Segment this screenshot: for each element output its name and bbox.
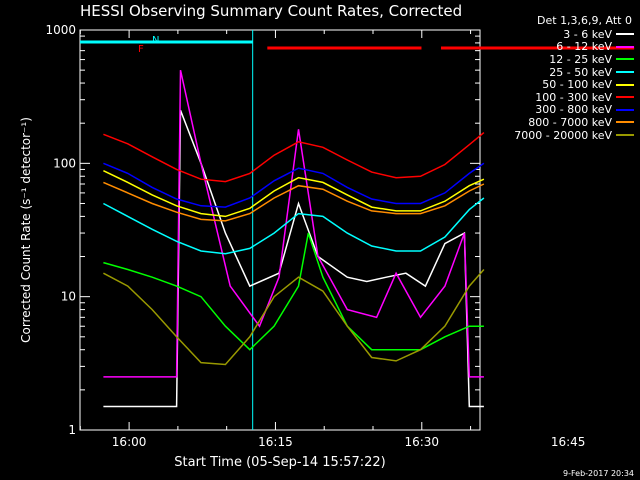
legend-item: 300 - 800 keV [474, 103, 634, 117]
legend-swatch [616, 108, 634, 111]
legend-item: 25 - 50 keV [474, 66, 634, 79]
legend-label: 25 - 50 keV [549, 65, 612, 79]
y-tick-label: 100 [53, 156, 76, 170]
y-tick-label: 1 [68, 423, 76, 437]
legend-item: 3 - 6 keV [474, 28, 634, 41]
legend-swatch [616, 121, 634, 124]
flare-annotation: F [138, 44, 144, 55]
series-line-6 [103, 162, 485, 208]
legend-item: 800 - 7000 keV [474, 116, 634, 129]
x-tick-label: 16:45 [551, 435, 586, 449]
legend-swatch [616, 58, 634, 61]
plot-frame [79, 29, 481, 431]
x-tick-label: 16:00 [112, 435, 147, 449]
series-line-0 [103, 110, 484, 408]
legend-item: 12 - 25 keV [474, 53, 634, 66]
legend-swatch [616, 71, 634, 74]
legend-label: 100 - 300 keV [535, 90, 612, 104]
x-tick-label: 16:15 [258, 435, 293, 449]
legend-label: 6 - 12 keV [556, 40, 612, 54]
legend: 3 - 6 keV 6 - 12 keV 12 - 25 keV 25 - 50 ke… [474, 28, 634, 142]
legend-swatch [616, 83, 634, 86]
y-tick-group: 1 10 100 1000 [45, 23, 480, 437]
y-axis-label: Corrected Count Rate (s⁻¹ detector⁻¹) [19, 117, 33, 343]
legend-swatch [616, 96, 634, 99]
legend-swatch [616, 45, 634, 48]
chart-title: HESSI Observing Summary Count Rates, Cor… [80, 2, 463, 20]
legend-swatch [616, 33, 634, 36]
legend-label: 800 - 7000 keV [528, 115, 612, 129]
series-line-1 [103, 69, 484, 378]
legend-item: 100 - 300 keV [474, 91, 634, 104]
y-tick-label: 10 [61, 290, 76, 304]
legend-item: 6 - 12 keV [474, 40, 634, 54]
series-line-3 [103, 197, 485, 255]
series-line-8 [103, 269, 485, 366]
series-group [103, 69, 485, 408]
legend-header: Det 1,3,6,9, Att 0 [537, 14, 632, 27]
legend-label: 50 - 100 keV [542, 78, 612, 92]
x-axis-label: Start Time (05-Sep-14 15:57:22) [174, 455, 385, 470]
legend-item: 50 - 100 keV [474, 78, 634, 91]
series-line-7 [103, 181, 485, 222]
legend-label: 12 - 25 keV [549, 52, 612, 66]
footer-date: 9-Feb-2017 20:34 [563, 469, 634, 478]
series-line-5 [103, 132, 485, 183]
legend-label: 3 - 6 keV [563, 27, 612, 41]
legend-swatch [616, 134, 634, 137]
legend-label: 300 - 800 keV [535, 103, 612, 117]
series-line-4 [103, 170, 485, 218]
legend-item: 7000 - 20000 keV [474, 129, 634, 142]
vertical-markers [252, 30, 254, 430]
y-tick-label: 1000 [45, 23, 76, 37]
status-bars [80, 40, 635, 50]
series-line-2 [103, 232, 484, 351]
legend-label: 7000 - 20000 keV [514, 128, 612, 142]
x-tick-label: 16:30 [404, 435, 439, 449]
night-annotation: N [152, 35, 159, 46]
